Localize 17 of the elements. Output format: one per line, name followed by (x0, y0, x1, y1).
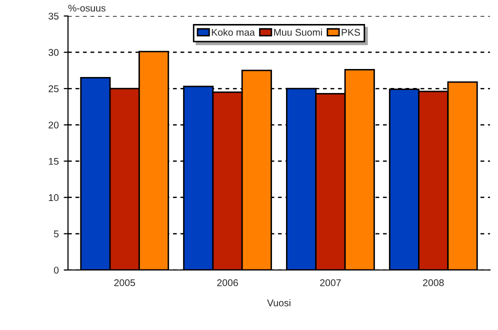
x-tick-label: 2008 (423, 279, 444, 286)
x-tick-label: 2006 (217, 279, 238, 286)
y-tick-label: 15 (48, 158, 59, 165)
legend-label: Koko maa (212, 28, 255, 36)
y-tick-label: 20 (48, 122, 59, 128)
x-tick-label: 2007 (320, 279, 341, 286)
y-axis-title: %-osuus (68, 4, 106, 12)
y-tick-label: 30 (48, 49, 59, 56)
y-tick-label: 35 (48, 12, 59, 20)
y-tick-label: 5 (54, 230, 59, 238)
legend-label: Muu Suomi (274, 28, 322, 36)
legend-label: PKS (342, 28, 360, 36)
x-axis-title: Vuosi (267, 299, 290, 306)
y-tick-label: 0 (54, 266, 59, 274)
y-tick-label: 25 (48, 85, 59, 92)
x-tick-label: 2005 (114, 279, 136, 286)
y-tick-label: 10 (48, 194, 59, 202)
